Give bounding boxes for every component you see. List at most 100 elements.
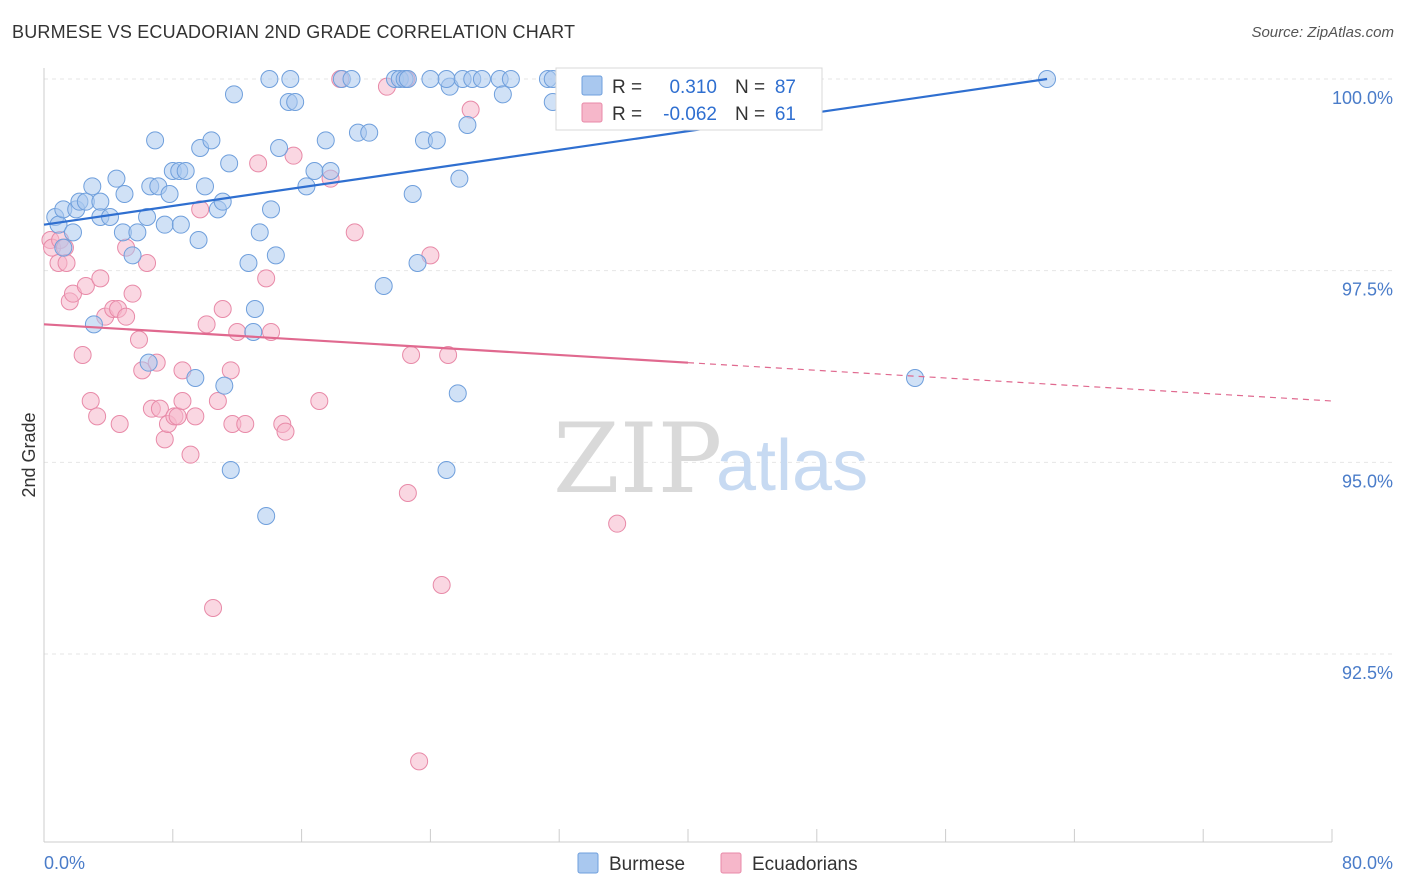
burmese-point bbox=[196, 177, 214, 196]
burmese-point bbox=[250, 223, 269, 242]
watermark-atlas: atlas bbox=[716, 426, 868, 506]
legend-swatch-burmese bbox=[581, 75, 603, 96]
ecuadorian-point bbox=[345, 223, 364, 242]
ecuadorian-trend-line bbox=[43, 323, 689, 364]
burmese-point bbox=[202, 131, 221, 150]
burmese-trend-line bbox=[43, 77, 1048, 226]
ecuadorian-point bbox=[76, 277, 95, 295]
burmese-point bbox=[123, 246, 142, 265]
y-tick-labels: 92.5% 95.0% 97.5% 100.0% bbox=[1332, 88, 1393, 683]
x-ticks bbox=[43, 829, 1333, 842]
burmese-point bbox=[239, 254, 258, 272]
burmese-point bbox=[448, 384, 467, 403]
burmese-point bbox=[115, 185, 134, 203]
burmese-point bbox=[84, 315, 103, 334]
burmese-point bbox=[213, 192, 232, 211]
ecuadorian-trend-extension bbox=[687, 362, 1333, 402]
grid-lines bbox=[44, 78, 1395, 655]
burmese-point bbox=[54, 238, 73, 257]
burmese-point bbox=[107, 169, 126, 188]
ecuadorian-point bbox=[168, 407, 187, 426]
chart-title: BURMESE VS ECUADORIAN 2ND GRADE CORRELAT… bbox=[12, 22, 576, 42]
burmese-point bbox=[342, 70, 361, 88]
burmese-point bbox=[260, 70, 279, 88]
ecuadorian-point bbox=[276, 422, 295, 441]
ecuadorian-point bbox=[310, 392, 329, 410]
ecuadorian-point bbox=[186, 407, 205, 426]
burmese-point bbox=[403, 185, 422, 203]
watermark: ZIP atlas bbox=[553, 403, 868, 515]
burmese-point bbox=[171, 215, 190, 234]
ecuadorian-point bbox=[461, 100, 480, 119]
burmese-point bbox=[321, 162, 340, 180]
y-tick-label: 95.0% bbox=[1342, 471, 1393, 491]
watermark-zip: ZIP bbox=[553, 403, 722, 515]
burmese-point bbox=[186, 369, 205, 387]
ecuadorian-point bbox=[191, 200, 210, 219]
legend-r-value-burmese: 0.310 bbox=[669, 77, 717, 98]
ecuadorian-point bbox=[88, 407, 107, 426]
y-tick-label: 100.0% bbox=[1332, 88, 1393, 108]
burmese-point bbox=[270, 139, 289, 157]
ecuadorian-point bbox=[117, 307, 136, 326]
burmese-point bbox=[450, 169, 469, 188]
ecuadorian-point bbox=[249, 154, 268, 173]
burmese-point bbox=[139, 353, 158, 372]
burmese-point bbox=[257, 507, 276, 525]
burmese-point bbox=[245, 300, 264, 318]
ecuadorian-point bbox=[410, 752, 429, 771]
burmese-point bbox=[408, 254, 427, 272]
ecuadorian-point bbox=[204, 599, 223, 617]
burmese-point bbox=[138, 208, 157, 226]
burmese-point bbox=[360, 123, 379, 142]
burmese-point bbox=[437, 461, 456, 479]
ecuadorian-point bbox=[228, 323, 247, 341]
bottom-legend-label-burmese: Burmese bbox=[609, 854, 685, 875]
x-tick-label-min: 0.0% bbox=[44, 853, 85, 873]
legend-n-label-burmese: N = bbox=[735, 77, 765, 98]
ecuadorian-point bbox=[432, 576, 451, 594]
burmese-point bbox=[305, 162, 324, 180]
ecuadorian-point bbox=[402, 346, 421, 364]
burmese-point bbox=[374, 277, 393, 295]
legend-n-label-ecuadorian: N = bbox=[735, 104, 765, 125]
burmese-point bbox=[189, 231, 208, 249]
burmese-point bbox=[501, 70, 520, 88]
burmese-point bbox=[91, 192, 110, 211]
legend-r-value-ecuadorian: -0.062 bbox=[663, 104, 717, 125]
ecuadorian-point bbox=[257, 269, 276, 288]
ecuadorian-point bbox=[110, 415, 129, 433]
ecuadorian-point bbox=[129, 330, 148, 349]
x-tick-label-max: 80.0% bbox=[1342, 853, 1393, 873]
ecuadorian-point bbox=[439, 346, 458, 364]
bottom-legend-label-ecuadorian: Ecuadorians bbox=[752, 854, 858, 875]
burmese-point bbox=[215, 376, 234, 395]
y-tick-label: 97.5% bbox=[1342, 280, 1393, 300]
burmese-point bbox=[398, 70, 417, 88]
burmese-point bbox=[63, 223, 82, 242]
burmese-point bbox=[160, 185, 179, 203]
legend-swatch-ecuadorian bbox=[581, 102, 603, 123]
ecuadorian-point bbox=[608, 514, 627, 533]
burmese-point bbox=[906, 369, 925, 387]
ecuadorian-point bbox=[284, 146, 303, 165]
burmese-point bbox=[266, 246, 285, 265]
legend-r-label-burmese: R = bbox=[612, 77, 642, 98]
burmese-point bbox=[458, 116, 477, 134]
burmese-point bbox=[155, 215, 174, 234]
source-label: Source: ZipAtlas.com bbox=[1251, 24, 1394, 41]
burmese-point bbox=[262, 200, 281, 219]
burmese-point bbox=[128, 223, 147, 242]
burmese-point bbox=[421, 70, 440, 88]
legend-n-value-ecuadorian: 61 bbox=[775, 104, 796, 125]
burmese-point bbox=[472, 70, 491, 88]
trend-lines bbox=[43, 77, 1333, 402]
burmese-point bbox=[176, 162, 195, 180]
burmese-point bbox=[427, 131, 446, 150]
ecuadorian-point bbox=[81, 392, 100, 410]
burmese-point bbox=[221, 461, 240, 479]
ecuadorian-point bbox=[221, 361, 240, 380]
y-axis-title: 2nd Grade bbox=[19, 412, 39, 497]
legend-r-label-ecuadorian: R = bbox=[612, 104, 642, 125]
